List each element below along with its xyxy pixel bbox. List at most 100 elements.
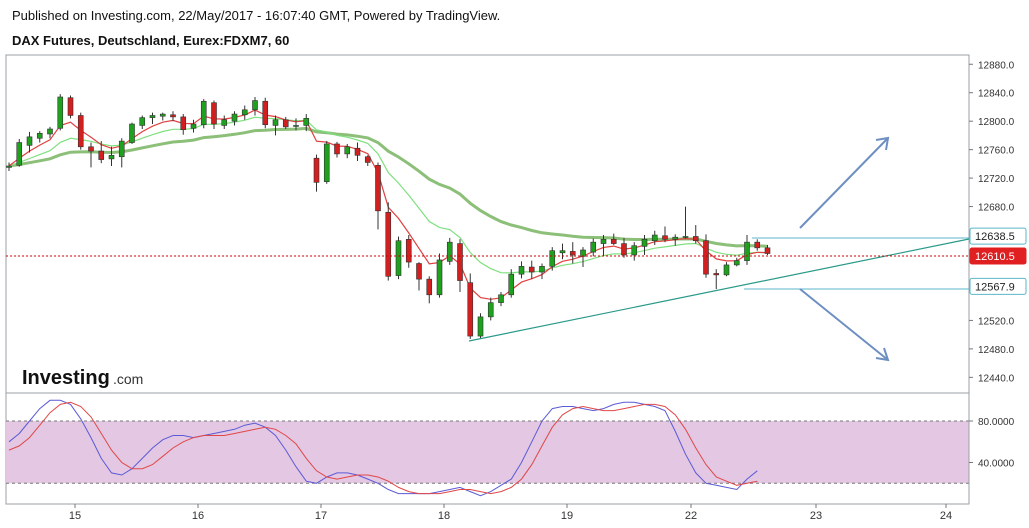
- stoch-tick-label: 40.0000: [978, 459, 1015, 470]
- candle-up: [231, 113, 238, 122]
- candle-up: [303, 118, 310, 126]
- down-arrow-head: [875, 347, 890, 362]
- time-axis: 15 16 17 18 19 22 23 24: [69, 504, 952, 522]
- candle-down: [375, 164, 381, 212]
- candle-down: [88, 146, 94, 152]
- price-tag-box: [969, 227, 1027, 245]
- candle-down: [467, 282, 474, 337]
- price-tag-label: 12638.5: [975, 231, 1015, 243]
- time-tick-label: 18: [438, 510, 450, 522]
- candle-up: [651, 234, 658, 242]
- stoch-axis: 80.0000 40.0000: [969, 417, 1015, 470]
- price-pane-frame: [5, 54, 970, 394]
- time-tick-label: 22: [685, 510, 697, 522]
- candle-down: [77, 115, 84, 148]
- stoch-d-line: [8, 401, 758, 495]
- candle-up: [600, 238, 607, 244]
- ascending-trendline[interactable]: [468, 238, 970, 342]
- candle-up: [395, 240, 402, 276]
- candle-down: [569, 251, 576, 256]
- candle-up: [631, 245, 638, 256]
- candle-up: [508, 273, 515, 296]
- candle-up: [118, 140, 125, 158]
- candle-up: [682, 236, 689, 238]
- candle-up: [744, 241, 750, 261]
- candle-up: [477, 316, 484, 337]
- candle-up: [498, 294, 504, 303]
- candle-down: [364, 156, 371, 163]
- candle-up: [518, 266, 525, 275]
- candle-down: [692, 236, 699, 242]
- candle-up: [200, 100, 207, 126]
- price-tick-label: 12880.0: [978, 60, 1015, 71]
- time-tick-label: 19: [561, 510, 573, 522]
- candle-down: [334, 143, 340, 155]
- candle-down: [385, 211, 392, 277]
- candle-up: [241, 109, 248, 116]
- candle-up: [539, 266, 545, 273]
- candle-up: [559, 250, 566, 254]
- candle-up: [590, 241, 597, 253]
- candle-up: [672, 236, 679, 240]
- candle-up: [190, 123, 197, 129]
- candle-up: [323, 143, 330, 182]
- candle-down: [764, 247, 771, 254]
- candle-down: [313, 157, 320, 183]
- stoch-tick-label: 80.0000: [978, 417, 1015, 428]
- candle-up: [723, 264, 730, 276]
- candle-up: [47, 128, 53, 135]
- candle-up: [129, 123, 135, 143]
- candle-up: [272, 119, 279, 126]
- price-tag-label: 12567.9: [975, 281, 1015, 293]
- candle-up: [293, 125, 299, 127]
- price-tags: 12638.5 12610.5 12567.9: [969, 227, 1027, 295]
- candle-up: [36, 132, 43, 139]
- candle-down: [262, 100, 269, 126]
- time-tick-label: 15: [69, 510, 81, 522]
- published-caption: Published on Investing.com, 22/May/2017 …: [12, 8, 501, 23]
- up-arrow-head: [875, 136, 890, 151]
- candle-down: [170, 114, 176, 118]
- mid-moving-average: [8, 116, 768, 274]
- stochastic-lines: [8, 399, 758, 497]
- candle-down: [528, 266, 535, 273]
- logo-brand: Investing: [22, 367, 110, 389]
- down-arrow-line: [799, 288, 889, 361]
- candle-up: [344, 146, 351, 155]
- candle-down: [98, 150, 105, 160]
- candle-up: [16, 142, 23, 166]
- candle-down: [662, 235, 668, 240]
- candle-up: [549, 250, 556, 267]
- price-tag-box: [969, 247, 1027, 265]
- slow-moving-average: [8, 126, 768, 248]
- candle-up: [487, 302, 494, 318]
- price-tick-label: 12800.0: [978, 117, 1015, 128]
- candle-down: [621, 243, 627, 256]
- stoch-k-line: [8, 399, 758, 497]
- candle-down: [282, 119, 289, 128]
- candle-up: [641, 238, 648, 247]
- candle-down: [713, 273, 720, 276]
- candle-down: [610, 238, 617, 244]
- drawings: [468, 136, 970, 362]
- price-tick-label: 12440.0: [978, 373, 1015, 384]
- candle-up: [252, 100, 258, 111]
- up-arrow-line: [799, 137, 889, 229]
- candle-down: [703, 240, 709, 275]
- candle-down: [354, 147, 361, 156]
- candle-up: [26, 136, 33, 146]
- candle-up: [221, 119, 228, 126]
- candle-down: [426, 278, 433, 296]
- candle-up: [149, 115, 156, 118]
- time-tick-label: 16: [192, 510, 204, 522]
- candle-up: [733, 260, 740, 266]
- time-tick-label: 24: [940, 510, 952, 522]
- price-tick-label: 12520.0: [978, 316, 1015, 327]
- chart-title: DAX Futures, Deutschland, Eurex:FDXM7, 6…: [12, 33, 290, 48]
- stoch-band: [6, 421, 969, 484]
- candle-down: [457, 243, 463, 281]
- logo-suffix: .com: [113, 371, 143, 387]
- time-tick-label: 17: [315, 510, 327, 522]
- candle-down: [180, 116, 187, 131]
